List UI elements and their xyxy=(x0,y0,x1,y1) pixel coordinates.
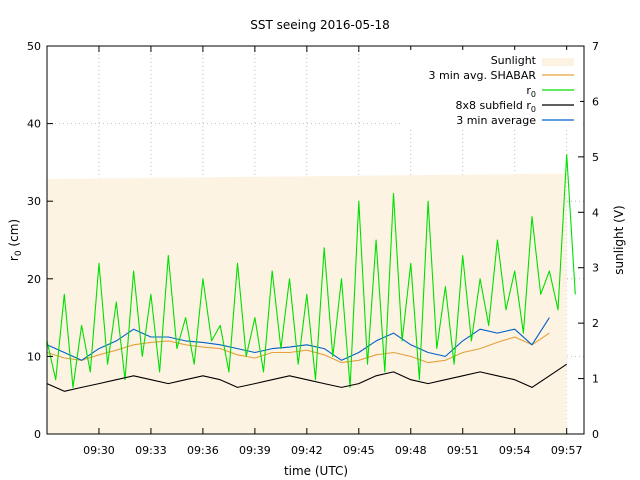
legend-label-r0-main: r xyxy=(526,84,531,97)
x-tick-label: 09:54 xyxy=(499,444,531,457)
legend: Sunlight 3 min avg. SHABAR r0 8x8 subfie… xyxy=(400,50,580,128)
y-axis-label-tail: (cm) xyxy=(7,219,21,250)
y2-tick-label: 5 xyxy=(592,151,599,164)
sunlight-area xyxy=(47,173,567,434)
y-tick-label: 10 xyxy=(27,350,41,363)
y2-tick-label: 4 xyxy=(592,206,599,219)
y-axis-label-sub: 0 xyxy=(14,250,24,256)
legend-swatch-sunlight xyxy=(542,58,574,66)
legend-label-subfield: 8x8 subfield r0 xyxy=(455,99,536,114)
legend-label-r0: r0 xyxy=(526,84,536,99)
y-tick-label: 40 xyxy=(27,118,41,131)
y2-tick-label: 0 xyxy=(592,428,599,441)
series-line-3 xyxy=(46,154,576,388)
x-tick-label: 09:51 xyxy=(447,444,479,457)
chart-title: SST seeing 2016-05-18 xyxy=(250,18,390,32)
series-layer xyxy=(46,154,576,392)
x-axis-label: time (UTC) xyxy=(284,464,348,478)
series-line-4 xyxy=(46,363,568,392)
y-tick-label: 30 xyxy=(27,195,41,208)
legend-label-shabar: 3 min avg. SHABAR xyxy=(429,69,537,82)
x-tick-label: 09:48 xyxy=(395,444,427,457)
x-tick-label: 09:39 xyxy=(239,444,271,457)
x-tick-label: 09:42 xyxy=(291,444,323,457)
legend-label-subfield-sub: 0 xyxy=(531,105,536,114)
y2-tick-label: 3 xyxy=(592,262,599,275)
series-line-2 xyxy=(46,317,550,361)
y2-tick-label: 1 xyxy=(592,373,599,386)
y2-axis-label: sunlight (V) xyxy=(612,205,626,274)
y-axis-label-main: r xyxy=(7,256,21,261)
x-tick-label: 09:57 xyxy=(551,444,583,457)
y-tick-label: 50 xyxy=(27,40,41,53)
y2-tick-label: 7 xyxy=(592,40,599,53)
tick-layer: 0 10 20 30 40 50 0 1 2 3 4 5 6 7 09:30 09:33 09:36 09:39 0… xyxy=(27,40,599,457)
x-tick-label: 09:45 xyxy=(343,444,375,457)
x-tick-label: 09:33 xyxy=(135,444,167,457)
y-axis-label: r0 (cm) xyxy=(7,219,24,261)
y2-tick-label: 2 xyxy=(592,317,599,330)
legend-label-sunlight: Sunlight xyxy=(491,54,537,67)
x-tick-label: 09:36 xyxy=(187,444,219,457)
sunlight-area-layer xyxy=(47,173,567,434)
legend-label-r0-sub: 0 xyxy=(531,90,536,99)
y2-tick-label: 6 xyxy=(592,95,599,108)
legend-label-avg: 3 min average xyxy=(456,114,536,127)
series-line-1 xyxy=(46,332,550,364)
plot-border xyxy=(46,45,585,435)
x-tick-label: 09:30 xyxy=(83,444,115,457)
legend-label-subfield-main: 8x8 subfield r xyxy=(455,99,531,112)
y-tick-label: 20 xyxy=(27,273,41,286)
y-tick-label: 0 xyxy=(34,428,41,441)
